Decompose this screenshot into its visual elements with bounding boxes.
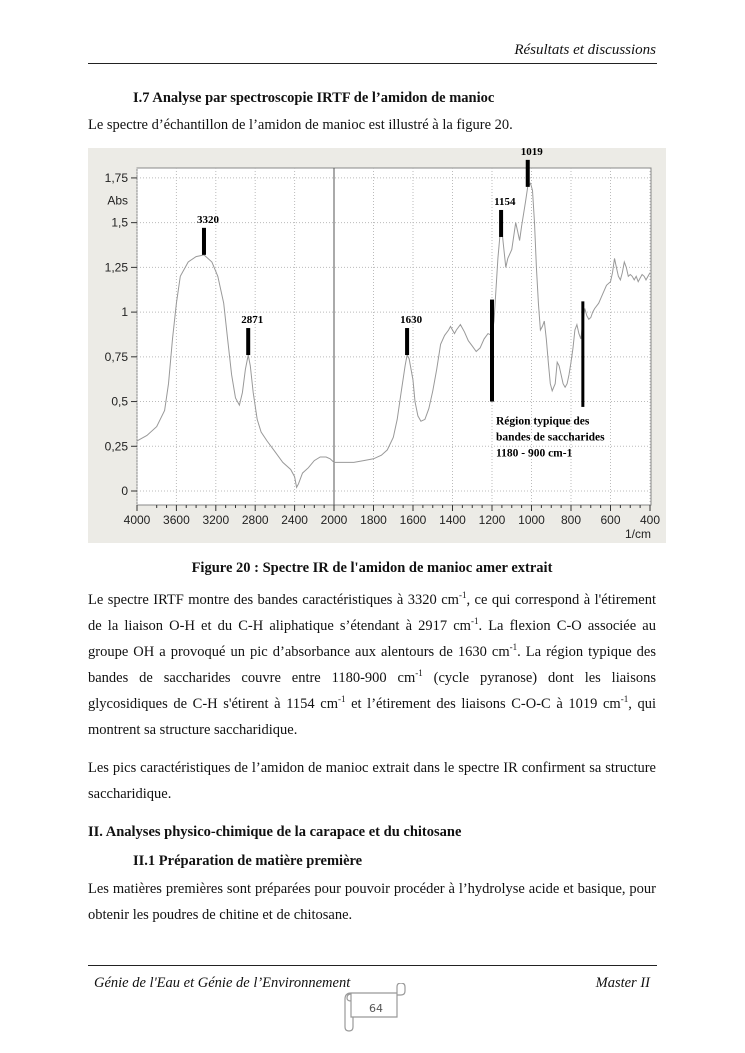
- text: . La région typique des bandes de saccha…: [88, 644, 656, 686]
- text: Le spectre IRTF montre des bandes caract…: [88, 592, 459, 608]
- superscript: -1: [620, 694, 629, 705]
- y-tick-label: 0,75: [105, 350, 129, 364]
- region-boundary-marker: [581, 301, 585, 407]
- peak-marker: [405, 328, 410, 356]
- peak-label: 1154: [494, 196, 516, 208]
- x-tick-label: 600: [600, 513, 620, 527]
- peak-label: 1630: [400, 314, 423, 326]
- text: . La flexion C-O associée au groupe OH a…: [88, 618, 656, 660]
- y-tick-label: 1: [121, 305, 128, 319]
- superscript: -1: [509, 642, 518, 653]
- peak-marker: [201, 227, 206, 255]
- peak-label: 1019: [521, 148, 544, 158]
- body-paragraph-2: Les pics caractéristiques de l’amidon de…: [88, 760, 656, 802]
- y-tick-label: 0,25: [105, 439, 129, 453]
- region-annotation: 1180 - 900 cm-1: [496, 448, 573, 460]
- x-tick-label: 2800: [242, 513, 269, 527]
- x-tick-label: 4000: [124, 513, 151, 527]
- section-heading-i7: I.7 Analyse par spectroscopie IRTF de l’…: [133, 90, 495, 106]
- x-axis-label: 1/cm: [625, 527, 651, 541]
- y-tick-label: 1,5: [111, 216, 128, 230]
- peak-marker: [246, 328, 251, 356]
- region-annotation: Région typique des: [496, 416, 590, 428]
- section-heading-ii: II. Analyses physico-chimique de la cara…: [88, 824, 462, 840]
- y-tick-label: 1,75: [105, 171, 129, 185]
- footer-left: Génie de l'Eau et Génie de l’Environneme…: [94, 975, 351, 991]
- x-tick-label: 2400: [281, 513, 308, 527]
- x-tick-label: 800: [561, 513, 581, 527]
- body-paragraph-3: Les matières premières sont préparées po…: [88, 881, 656, 923]
- x-tick-label: 2000: [321, 513, 348, 527]
- peak-marker: [499, 209, 504, 237]
- intro-paragraph: Le spectre d’échantillon de l’amidon de …: [88, 117, 513, 133]
- page-number: 64: [369, 1002, 383, 1015]
- plot-area: [136, 167, 652, 506]
- peak-label: 2871: [241, 314, 263, 326]
- ir-spectrum-chart: 4000 3600 3200 2800 2400 2000 1800 1600 1400 1200…: [88, 148, 666, 543]
- x-tick-label: 1600: [400, 513, 427, 527]
- x-tick-label: 1800: [360, 513, 387, 527]
- running-header: Résultats et discussions: [514, 42, 656, 58]
- x-tick-label: 1000: [518, 513, 545, 527]
- spectrum-line: [136, 182, 651, 489]
- header-rule: [88, 63, 657, 64]
- scroll-page-badge-icon: [344, 983, 406, 1032]
- text: (cycle pyranose) dont les liaisons glyco…: [88, 670, 656, 712]
- x-tick-label: 3600: [163, 513, 190, 527]
- superscript: -1: [458, 590, 467, 601]
- body-paragraph-1: Le spectre IRTF montre des bandes caract…: [88, 587, 656, 743]
- x-tick-label: 400: [640, 513, 660, 527]
- y-tick-label: 0: [121, 484, 128, 498]
- text: et l’étirement des liaisons C-O-C à 1019…: [345, 696, 621, 712]
- superscript: -1: [470, 616, 479, 627]
- x-tick-label: 1200: [479, 513, 506, 527]
- x-tick-label: 1400: [439, 513, 466, 527]
- subsection-heading-ii1: II.1 Préparation de matière première: [133, 853, 363, 869]
- superscript: -1: [415, 668, 423, 679]
- footer-rule: [88, 965, 657, 966]
- y-tick-label: 0,5: [111, 395, 128, 409]
- y-tick-label: 1,25: [105, 260, 129, 274]
- peak-marker: [525, 159, 530, 187]
- y-axis-label: Abs: [107, 193, 128, 207]
- region-boundary-marker: [490, 299, 494, 402]
- figure-caption: Figure 20 : Spectre IR de l'amidon de ma…: [191, 560, 553, 576]
- region-annotation: bandes de saccharides: [496, 432, 605, 444]
- x-tick-label: 3200: [202, 513, 229, 527]
- footer-right: Master II: [595, 975, 650, 991]
- text: , qui montrent sa structure saccharidiqu…: [88, 696, 656, 738]
- peak-label: 3320: [197, 214, 220, 226]
- superscript: -1: [337, 694, 346, 705]
- text: , ce qui correspond à l'étirement de la …: [88, 592, 657, 634]
